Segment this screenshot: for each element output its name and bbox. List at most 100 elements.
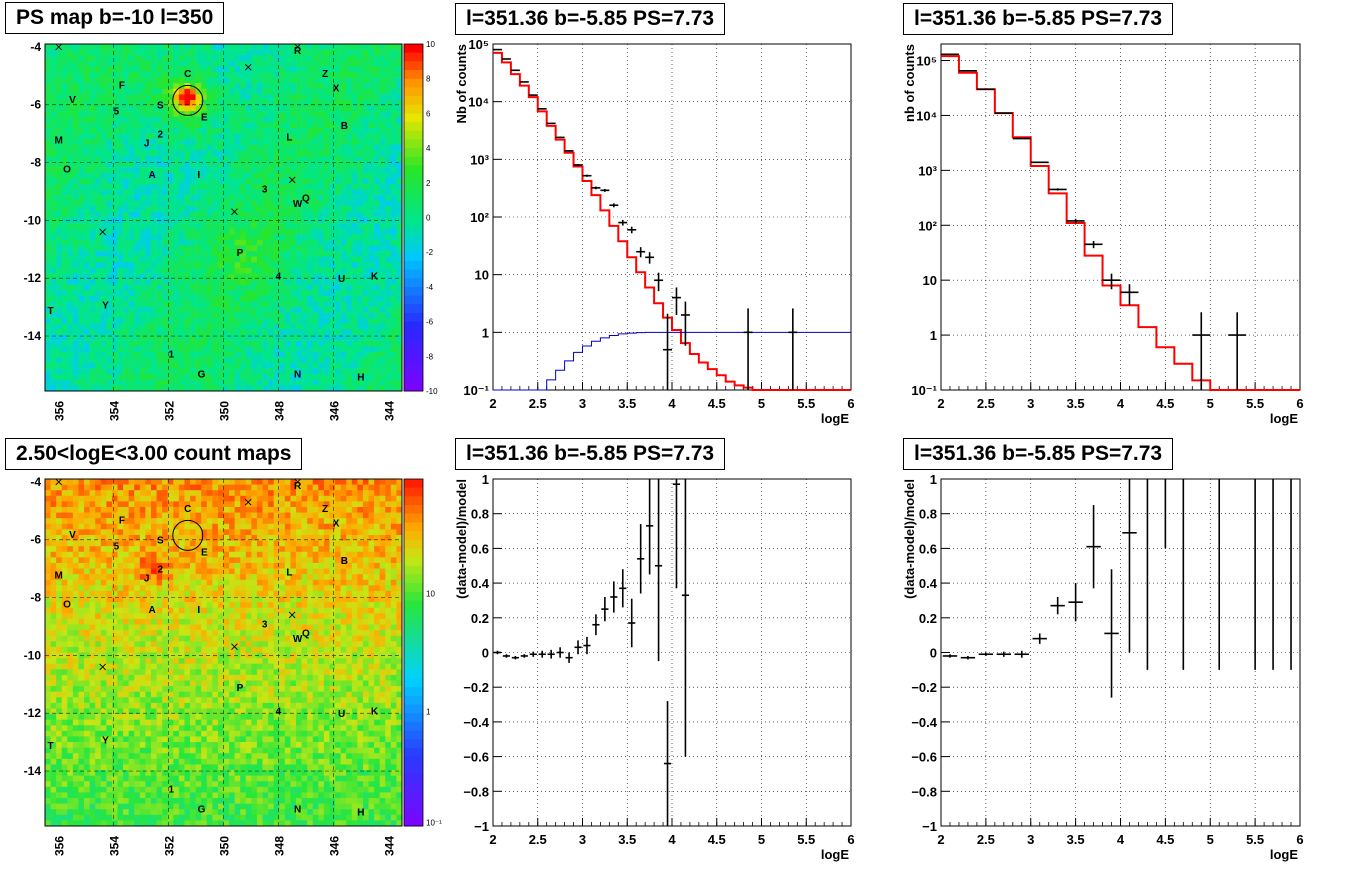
map-xtick-label: 348	[272, 401, 286, 421]
source-cross-marker	[99, 228, 106, 236]
residual-point	[1086, 505, 1101, 589]
y-tick-label: −0.6	[463, 750, 489, 765]
x-tick-label: 6	[847, 832, 854, 847]
source-label: P	[237, 683, 244, 694]
y-tick-label: 10	[923, 273, 937, 288]
map-xtick-label: 356	[53, 401, 67, 421]
data-point	[680, 301, 690, 346]
source-label: X	[333, 518, 340, 529]
x-tick-label: 3	[1027, 396, 1034, 411]
residual-point	[493, 650, 502, 655]
residual-point	[565, 652, 573, 663]
source-label: F	[119, 515, 125, 526]
source-label: Z	[322, 504, 328, 515]
data-point	[591, 186, 601, 190]
source-label: I	[197, 605, 200, 616]
x-tick-label: 6	[847, 396, 854, 411]
x-tick-label: 2	[937, 832, 944, 847]
residual-point	[942, 654, 958, 658]
y-tick-label: 10⁴	[468, 95, 489, 110]
source-label: L	[286, 133, 292, 144]
color-bar-tick-label: -2	[426, 248, 434, 257]
data-point	[546, 122, 556, 125]
color-bar-tick-label: -8	[426, 352, 434, 361]
source-label: U	[338, 274, 345, 285]
y-tick-label: 0	[930, 646, 937, 661]
x-tick-label: 5	[758, 396, 765, 411]
y-tick-label: −1	[474, 819, 489, 834]
data-point	[788, 308, 798, 390]
source-label: X	[333, 83, 340, 94]
data-point	[573, 164, 583, 166]
spectrum-title-top-middle: l=351.36 b=-5.85 PS=7.73	[455, 3, 726, 35]
source-label: K	[371, 271, 379, 282]
source-cross-marker	[55, 43, 63, 51]
x-tick-label: 5.5	[797, 396, 815, 411]
residual-point	[960, 655, 976, 660]
source-label: 4	[276, 706, 282, 717]
source-label: R	[294, 481, 302, 492]
source-cross-marker	[288, 176, 296, 184]
residual-point	[502, 654, 511, 658]
x-axis-label: logE	[821, 847, 849, 862]
map-ytick-label: -6	[30, 533, 41, 547]
residual-point	[654, 479, 663, 662]
residual-point	[583, 636, 591, 655]
data-point	[1192, 312, 1211, 390]
source-label: 2	[158, 565, 164, 576]
y-tick-label: 10⁻¹	[463, 383, 489, 398]
map-ytick-label: -8	[30, 591, 41, 605]
data-point	[618, 219, 628, 226]
source-label: Q	[302, 193, 310, 204]
residual-point	[619, 569, 627, 608]
source-label: S	[157, 101, 164, 112]
source-label: A	[148, 170, 155, 181]
map-ytick-label: -14	[24, 329, 42, 343]
map-xtick-label: 352	[163, 836, 177, 856]
count-map-title: 2.50<logE<3.00 count maps	[5, 438, 303, 470]
target-circle	[172, 84, 204, 116]
x-tick-label: 3.5	[1067, 832, 1085, 847]
source-label: H	[357, 808, 364, 819]
residual-point	[1014, 650, 1029, 658]
source-label: 2	[158, 130, 164, 141]
data-point	[663, 313, 672, 390]
model-histogram-red	[493, 51, 851, 391]
y-tick-label: 10⁻¹	[911, 383, 937, 398]
x-tick-label: 3.5	[1067, 396, 1085, 411]
x-tick-label: 2.5	[977, 832, 995, 847]
data-point	[600, 188, 610, 192]
residual-point	[663, 701, 672, 826]
map-xtick-label: 344	[382, 401, 396, 421]
color-bar-tick-label: 1	[426, 707, 431, 716]
y-tick-label: 10³	[918, 163, 937, 178]
source-cross-marker	[231, 208, 238, 216]
y-tick-label: 0	[482, 646, 489, 661]
y-tick-label: 0.6	[471, 541, 489, 556]
chart-3: 2 2.5 3 3.5 4 4.5 5 5.5 6 −1 −0.8 −0.6 −0.4 −0.2 0 0.2 0…	[902, 472, 1304, 862]
residual-point	[681, 479, 690, 757]
y-tick-label: 0.8	[919, 507, 937, 522]
y-tick-label: 10²	[918, 218, 937, 233]
x-tick-label: 3.5	[618, 396, 636, 411]
data-point	[1084, 240, 1103, 249]
source-label: B	[341, 556, 348, 567]
residual-point	[529, 651, 537, 657]
color-bar-tick-label: -4	[426, 283, 434, 292]
residual-point	[1122, 479, 1137, 653]
x-tick-label: 6	[1296, 832, 1303, 847]
residual-point	[610, 581, 618, 613]
sky-map-ps: 356 354 352 350 348 346 344-4-6-8-10-12-14CFZX…	[24, 40, 438, 421]
data-point	[645, 252, 655, 264]
source-label: Q	[302, 628, 310, 639]
x-tick-label: 4	[1117, 396, 1125, 411]
y-tick-label: −0.4	[911, 715, 937, 730]
source-label: Y	[102, 300, 109, 311]
source-label: E	[201, 547, 208, 558]
source-label: O	[63, 599, 71, 610]
chart-grid	[492, 43, 852, 391]
data-point	[537, 108, 547, 110]
map-xtick-label: 346	[327, 401, 341, 421]
source-label: 1	[169, 349, 175, 360]
source-label: V	[69, 530, 76, 541]
